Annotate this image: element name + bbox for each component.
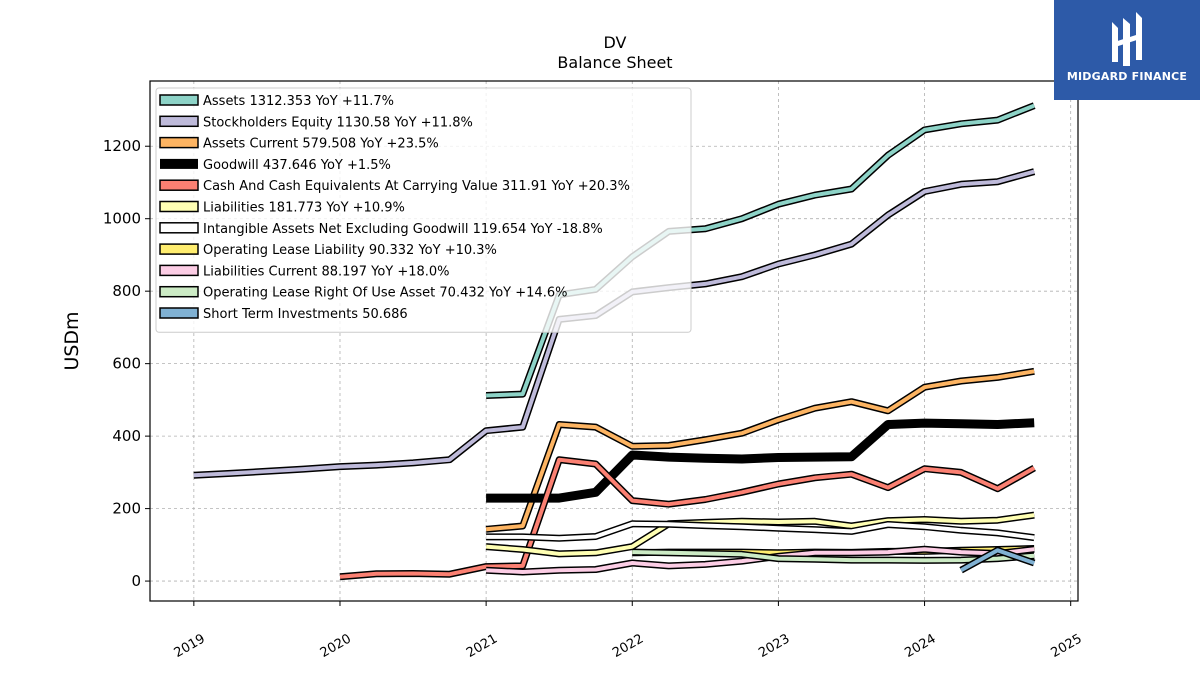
series-goodwill [486, 418, 1035, 503]
series-intangible-assets-net-excluding-goodwill [486, 520, 1035, 542]
series-cash-and-cash-equivalents-at-carrying-value [339, 456, 1036, 581]
series-line [339, 457, 1036, 579]
series-line [960, 548, 1035, 572]
y-axis-label: USDm [61, 311, 83, 370]
x-tick-label: 2019 [172, 631, 208, 661]
series-line [632, 550, 1035, 563]
legend-swatch [159, 115, 199, 128]
y-tick-label: 400 [112, 427, 141, 445]
legend-item: Stockholders Equity 1130.58 YoY +11.8% [159, 115, 473, 130]
legend-item: Goodwill 437.646 YoY +1.5% [160, 158, 391, 173]
series-assets-current [485, 367, 1035, 533]
series-liabilities [485, 511, 1035, 558]
legend-item: Liabilities Current 88.197 YoY +18.0% [159, 264, 450, 279]
x-tick-label: 2020 [318, 631, 354, 661]
legend-swatch [159, 264, 199, 277]
plot-frame [149, 80, 1079, 602]
legend-swatch [159, 222, 199, 234]
legend-item: Operating Lease Right Of Use Asset 70.43… [159, 285, 567, 301]
x-tick-label: 2025 [1049, 631, 1085, 661]
legend-box [155, 87, 692, 333]
legend-label: Short Term Investments 50.686 [203, 307, 408, 322]
y-tick-label: 800 [112, 282, 141, 300]
series-line [485, 369, 1035, 532]
legend-swatch [159, 285, 199, 298]
legend-label: Stockholders Equity 1130.58 YoY +11.8% [203, 115, 473, 130]
y-tick-label: 1200 [103, 137, 141, 155]
brand-logo: MIDGARD FINANCE [1054, 0, 1200, 100]
x-tick-label: 2022 [610, 631, 646, 661]
chart-subtitle: Balance Sheet [557, 53, 672, 72]
series-line [485, 513, 1035, 556]
legend-item: Liabilities 181.773 YoY +10.9% [159, 200, 405, 216]
series-line [486, 418, 1035, 503]
legend-swatch [159, 243, 199, 255]
series-operating-lease-right-of-use-asset [632, 548, 1035, 564]
legend-swatch [159, 200, 199, 213]
legend: Assets 1312.353 YoY +11.7% Stockholders E… [155, 87, 692, 333]
y-tick-label: 200 [112, 500, 141, 518]
legend-item: Intangible Assets Net Excluding Goodwill… [159, 222, 603, 237]
y-tick-label: 0 [131, 572, 141, 590]
legend-item: Short Term Investments 50.686 [159, 307, 408, 322]
legend-swatch [159, 179, 199, 191]
legend-label: Operating Lease Right Of Use Asset 70.43… [203, 286, 567, 301]
series-lines [193, 102, 1036, 581]
legend-label: Operating Lease Liability 90.332 YoY +10… [203, 243, 497, 258]
legend-swatch [159, 94, 199, 106]
legend-label: Assets Current 579.508 YoY +23.5% [203, 137, 439, 152]
midgard-logo-icon [1112, 12, 1142, 66]
y-tick-label: 1000 [103, 210, 141, 228]
y-axis-ticks: 0 200 400 600 800 1000 1200 [103, 137, 150, 590]
legend-item: Cash And Cash Equivalents At Carrying Va… [159, 179, 630, 194]
legend-item: Assets Current 579.508 YoY +23.5% [159, 136, 439, 152]
legend-item: Assets 1312.353 YoY +11.7% [159, 94, 394, 109]
legend-swatch [160, 158, 198, 169]
legend-label: Liabilities 181.773 YoY +10.9% [203, 201, 405, 216]
series-line [486, 521, 1035, 541]
x-tick-label: 2021 [464, 631, 500, 661]
x-tick-label: 2023 [756, 631, 792, 661]
x-axis-ticks: 2019 2020 2021 2022 2023 2024 2025 [172, 601, 1085, 661]
series-short-term-investments [959, 546, 1036, 574]
x-tick-label: 2024 [902, 631, 938, 661]
legend-swatch [159, 136, 199, 149]
legend-swatch [159, 307, 199, 319]
legend-label: Intangible Assets Net Excluding Goodwill… [203, 222, 603, 237]
legend-label: Goodwill 437.646 YoY +1.5% [203, 158, 391, 173]
legend-label: Cash And Cash Equivalents At Carrying Va… [203, 179, 630, 194]
chart-title: DV [604, 33, 627, 52]
legend-label: Liabilities Current 88.197 YoY +18.0% [203, 264, 450, 279]
series-outline [485, 367, 1035, 533]
legend-item: Operating Lease Liability 90.332 YoY +10… [159, 243, 497, 258]
brand-name: MIDGARD FINANCE [1066, 70, 1188, 83]
y-tick-label: 600 [112, 355, 141, 373]
legend-label: Assets 1312.353 YoY +11.7% [203, 94, 394, 109]
